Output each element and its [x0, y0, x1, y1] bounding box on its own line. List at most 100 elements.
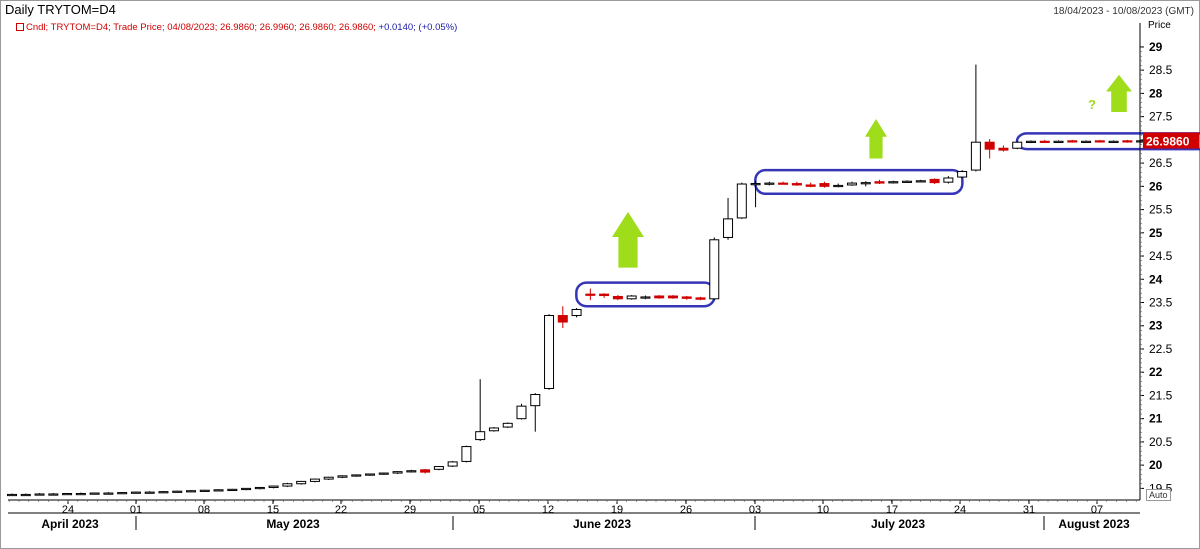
date-tick-label: 26: [680, 504, 692, 516]
candle-body: [337, 475, 348, 478]
candle-body: [957, 170, 968, 178]
candle-body: [420, 469, 431, 473]
price-tick-label: 22: [1149, 365, 1163, 379]
candle-body: [406, 470, 417, 473]
candle-body: [626, 295, 637, 300]
candle-body: [943, 177, 954, 183]
candle-body: [351, 474, 362, 477]
price-axis: Price19.52020.52121.52222.52323.52424.52…: [1139, 20, 1199, 500]
month-label: July 2023: [871, 517, 925, 531]
candle-body: [998, 147, 1009, 151]
date-tick-label: 17: [886, 504, 898, 516]
month-label: August 2023: [1058, 517, 1130, 531]
price-tick-label: 24.5: [1149, 249, 1173, 263]
candle-body: [461, 446, 472, 462]
candle-body: [475, 431, 486, 441]
candle-body: [89, 492, 100, 495]
candle-body: [571, 308, 582, 317]
candle-body: [750, 183, 761, 186]
date-tick-label: 01: [130, 504, 142, 516]
last-price-label: 26.9860: [1146, 135, 1190, 149]
price-tick-label: 29: [1149, 40, 1163, 54]
candle-body: [1012, 141, 1023, 149]
price-tick-label: 21: [1149, 412, 1163, 426]
price-tick-label: 21.5: [1149, 388, 1173, 402]
candle-body: [502, 422, 513, 428]
candle-body: [970, 141, 981, 171]
date-tick-label: 15: [267, 504, 279, 516]
candle-body: [516, 405, 527, 420]
candle-body: [723, 218, 734, 238]
candle-body: [254, 486, 265, 490]
candle-body: [984, 141, 995, 150]
candle-body: [103, 492, 114, 495]
candle-body: [75, 492, 86, 496]
candle-body: [654, 295, 665, 299]
legend-swatch: [16, 23, 24, 32]
candle-body: [902, 180, 913, 183]
candle-body: [929, 178, 940, 184]
candle-body: [915, 180, 926, 183]
candle-body: [20, 493, 31, 497]
candle-body: [1067, 140, 1078, 143]
candle-body: [158, 491, 169, 494]
candle-body: [681, 296, 692, 299]
candle-body: [241, 487, 252, 491]
price-tick-label: 23.5: [1149, 296, 1173, 310]
price-tick-label: 24: [1149, 272, 1163, 286]
candle-body: [585, 293, 596, 296]
question-mark-annotation: ?: [1088, 97, 1096, 112]
candle-body: [62, 492, 73, 496]
candle-body: [612, 295, 623, 300]
candle-body: [736, 183, 747, 219]
candle-body: [1108, 140, 1119, 143]
up-arrow-icon: [1106, 74, 1132, 112]
date-tick-label: 07: [1091, 504, 1103, 516]
legend-text: Cndl; TRYTOM=D4; Trade Price; 04/08/2023…: [26, 22, 376, 33]
date-tick-label: 08: [198, 504, 210, 516]
date-tick-label: 22: [335, 504, 347, 516]
auto-scale-button[interactable]: Auto: [1146, 489, 1171, 501]
candle-body: [819, 183, 830, 187]
candle-body: [186, 490, 197, 493]
candle-body: [833, 184, 844, 188]
date-range: 18/04/2023 - 10/08/2023 (GMT): [1053, 6, 1194, 17]
price-tick-label: 22.5: [1149, 342, 1173, 356]
candle-body: [667, 295, 678, 299]
legend-change: +0.0140; (+0.05%): [378, 22, 458, 33]
price-tick-label: 28: [1149, 86, 1163, 100]
candle-body: [48, 493, 59, 496]
candle-body: [7, 493, 17, 497]
annotation-boxes: [575, 132, 1200, 308]
date-tick-label: 24: [62, 504, 74, 516]
candle-body: [433, 466, 444, 470]
candle-body: [791, 183, 802, 186]
candle-body: [227, 488, 238, 492]
candle-body: [309, 478, 320, 482]
series-legend: Cndl; TRYTOM=D4; Trade Price; 04/08/2023…: [16, 22, 457, 33]
candle-body: [447, 461, 458, 467]
date-tick-label: 29: [404, 504, 416, 516]
candle-body: [846, 182, 857, 186]
candle-body: [392, 471, 403, 474]
candle-body: [1053, 140, 1064, 143]
price-axis-label: Price: [1148, 20, 1171, 31]
date-tick-label: 10: [817, 504, 829, 516]
candle-body: [1081, 140, 1092, 143]
candle-body: [544, 315, 555, 389]
candle-body: [130, 491, 141, 494]
candle-body: [778, 182, 789, 185]
candle-body: [860, 182, 871, 185]
candle-body: [530, 394, 541, 407]
candle-body: [709, 239, 720, 300]
candle-body: [365, 473, 376, 476]
candle-body: [640, 296, 651, 299]
candle-body: [268, 485, 279, 488]
candle-body: [323, 476, 334, 480]
price-tick-label: 26: [1149, 179, 1163, 193]
candle-body: [144, 491, 155, 494]
price-tick-label: 25.5: [1149, 203, 1173, 217]
candle-body: [888, 181, 899, 184]
candle-body: [557, 315, 568, 323]
